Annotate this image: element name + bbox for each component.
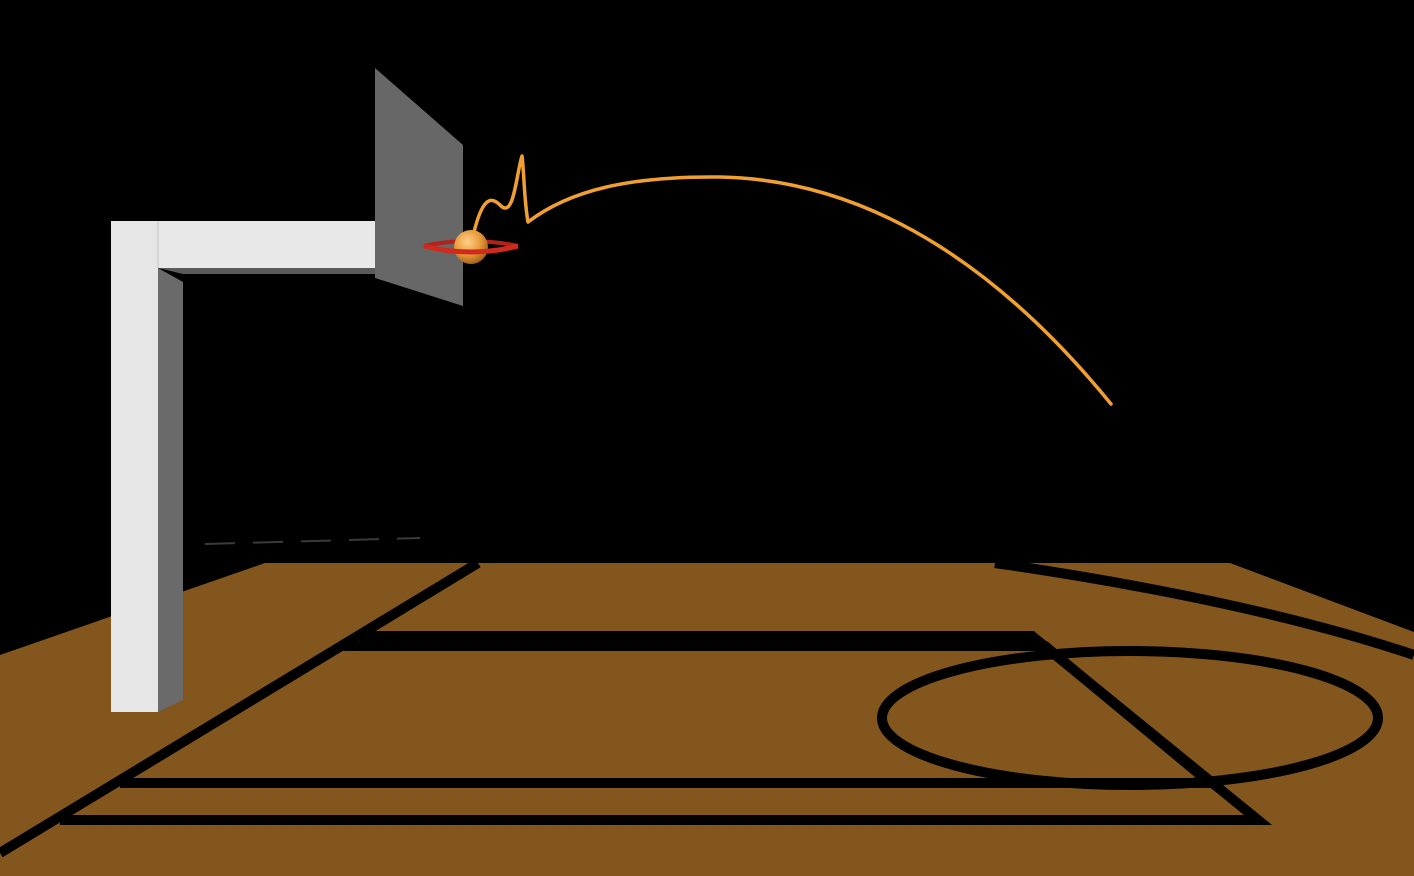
pole-vertical-front	[111, 221, 158, 712]
court-line-three-point-arc	[994, 558, 1414, 660]
rim-front	[423, 243, 519, 255]
pole-arm-front	[158, 221, 376, 268]
pole-vertical-side	[158, 268, 183, 712]
court-lines	[0, 558, 1414, 858]
shot-trajectory	[472, 154, 1113, 406]
court-line-baseline	[0, 558, 481, 858]
pole-shadow	[204, 537, 421, 545]
court-line-inner-box	[120, 641, 1224, 788]
hoop-pole	[111, 221, 376, 712]
court-line-free-throw-circle	[877, 646, 1383, 790]
pole-arm-underside	[158, 268, 376, 274]
basketball	[454, 230, 488, 264]
backboard	[375, 68, 463, 306]
